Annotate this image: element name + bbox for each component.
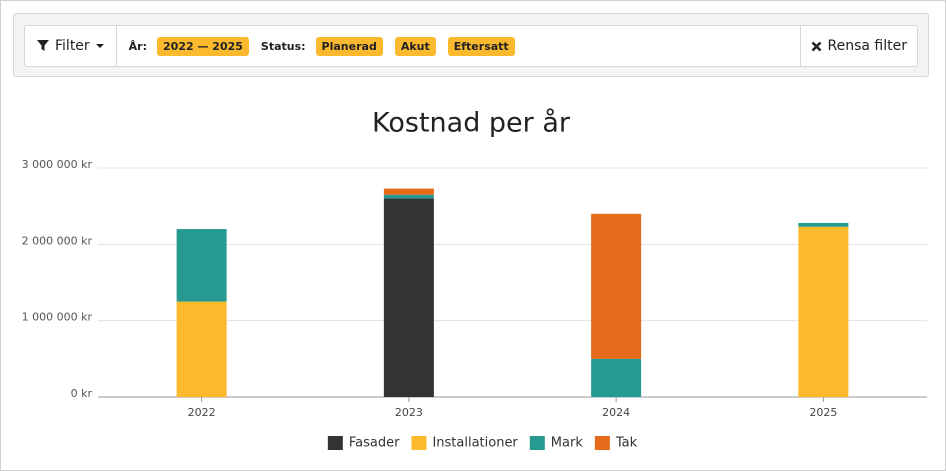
x-tick-label: 2025 [809, 406, 837, 419]
y-tick-label: 3 000 000 kr [22, 158, 93, 171]
filter-panel: Filter År: 2022 — 2025 Status: Planerad A… [13, 13, 929, 77]
status-chip[interactable]: Eftersatt [447, 36, 515, 56]
legend-swatch [529, 436, 545, 450]
y-tick-label: 0 kr [71, 387, 93, 400]
filter-bar: Filter År: 2022 — 2025 Status: Planerad A… [24, 25, 918, 67]
bar-segment [591, 213, 642, 359]
status-chips: Planerad Akut Eftersatt [315, 36, 527, 56]
year-label: År: [128, 39, 148, 53]
x-tick-label: 2022 [188, 406, 216, 419]
x-tick-label: 2024 [602, 406, 630, 419]
status-chip[interactable]: Planerad [315, 36, 383, 56]
filter-label: Filter [55, 38, 90, 54]
legend-swatch [327, 436, 343, 450]
legend-swatch [594, 436, 610, 450]
x-tick-label: 2023 [395, 406, 423, 419]
legend-label: Mark [551, 436, 584, 451]
filter-button[interactable]: Filter [25, 26, 117, 66]
bar-segment [383, 194, 434, 199]
caret-icon [95, 44, 104, 48]
clear-label: Rensa filter [827, 38, 907, 54]
y-tick-label: 2 000 000 kr [22, 234, 93, 247]
bar-segment [176, 229, 227, 302]
legend-label: Fasader [349, 436, 400, 451]
status-label: Status: [260, 39, 306, 53]
status-chip[interactable]: Akut [394, 36, 436, 56]
chart-title: Kostnad per år [372, 108, 571, 139]
bar-segment [591, 358, 642, 397]
legend-label: Tak [615, 436, 638, 451]
funnel-icon [37, 40, 49, 51]
y-tick-label: 1 000 000 kr [22, 311, 93, 324]
bar-segment [383, 188, 434, 195]
bar-segment [798, 226, 849, 397]
bar-segment [798, 222, 849, 227]
bar-segment [176, 301, 227, 397]
close-icon [811, 41, 821, 51]
bar-segment [383, 198, 434, 397]
legend-swatch [411, 436, 427, 450]
year-chip[interactable]: 2022 — 2025 [157, 36, 249, 56]
clear-filter-button[interactable]: Rensa filter [799, 26, 917, 66]
legend-label: Installationer [432, 436, 518, 451]
